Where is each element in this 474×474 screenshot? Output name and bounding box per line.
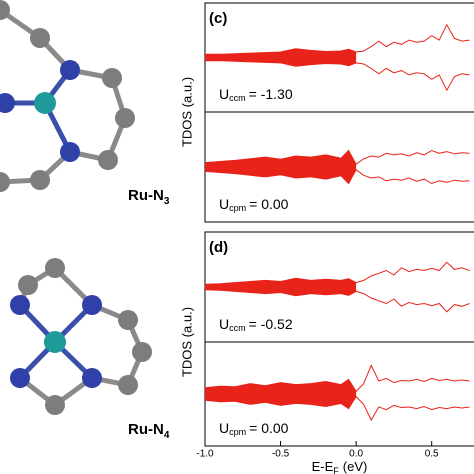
- y-axis-label: TDOS (a.u.): [179, 307, 194, 377]
- annotation-sub: ccm: [229, 323, 246, 333]
- x-label-text: E-E: [312, 459, 334, 474]
- annotation-text: = 0.00: [249, 196, 289, 212]
- dos-fill: [205, 167, 357, 184]
- dos-line: [204, 364, 470, 393]
- annotation-sub: cpm: [229, 203, 246, 213]
- dos-fill: [205, 287, 357, 296]
- x-axis-label: E-EF (eV): [312, 459, 368, 474]
- annotation-symbol: U: [219, 316, 229, 332]
- structure-sub: 3: [164, 196, 170, 207]
- annotation-symbol: U: [219, 196, 229, 212]
- annotation-text: = -0.52: [249, 316, 293, 332]
- structure-name: Ru-N: [128, 187, 164, 204]
- annotation: Uccm = -0.52: [219, 316, 293, 334]
- dos-fill: [205, 150, 357, 167]
- dos-line: [204, 395, 470, 422]
- annotation-text: = -1.30: [249, 86, 293, 102]
- x-tick-label: 0.0: [349, 449, 363, 460]
- dos-fill: [205, 394, 357, 409]
- dos-line: [205, 60, 470, 92]
- structure-label: Ru-N4: [128, 421, 170, 441]
- annotation: Ucpm = 0.00: [219, 196, 289, 214]
- dos-line: [204, 289, 470, 313]
- x-tick-label: -0.5: [272, 449, 290, 460]
- panel-label: (d): [209, 239, 228, 256]
- structure-name: Ru-N: [128, 421, 164, 438]
- annotation-symbol: U: [219, 420, 229, 436]
- dos-fill: [205, 278, 357, 287]
- dos-fill: [205, 57, 357, 67]
- x-tick-label: 0.5: [425, 449, 439, 460]
- dos-fill: [205, 48, 357, 58]
- annotation: Uccm = -1.30: [219, 86, 293, 104]
- dos-line: [204, 261, 470, 285]
- structure-label: Ru-N3: [128, 187, 170, 207]
- x-tick-label: -1.0: [196, 449, 214, 460]
- panel-label: (c): [209, 10, 227, 27]
- y-axis-label: TDOS (a.u.): [179, 77, 194, 147]
- x-label-sub: F: [333, 466, 339, 474]
- annotation: Ucpm = 0.00: [219, 420, 289, 438]
- annotation-sub: ccm: [229, 93, 246, 103]
- annotation-sub: cpm: [229, 427, 246, 437]
- structure-sub: 4: [164, 430, 170, 441]
- annotation-text: = 0.00: [249, 420, 289, 436]
- dos-line: [204, 169, 470, 185]
- ru-n4-structure: [10, 258, 152, 415]
- dos-line: [204, 149, 470, 166]
- x-label-unit: (eV): [343, 459, 368, 474]
- ru-n3-structure: [0, 0, 135, 192]
- dos-line: [205, 23, 470, 55]
- annotation-symbol: U: [219, 86, 229, 102]
